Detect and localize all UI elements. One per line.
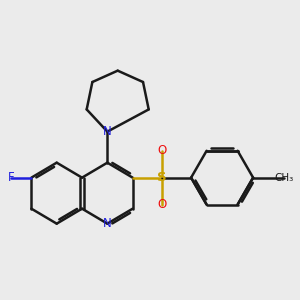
Text: O: O (158, 144, 167, 157)
Text: S: S (157, 171, 167, 184)
Text: F: F (8, 171, 14, 184)
Text: O: O (158, 198, 167, 211)
Text: N: N (103, 217, 112, 230)
Text: N: N (103, 125, 112, 138)
Text: CH₃: CH₃ (274, 173, 294, 183)
